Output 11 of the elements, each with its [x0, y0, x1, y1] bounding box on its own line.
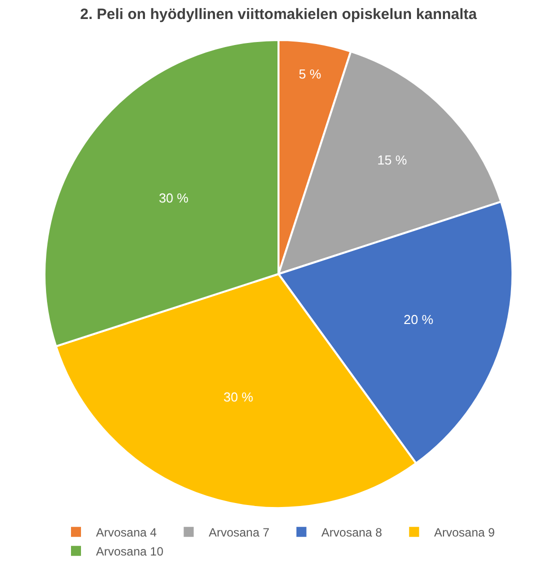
- data-label: 20 %: [404, 312, 434, 328]
- legend-label: Arvosana 8: [321, 526, 382, 540]
- data-label: 30 %: [158, 190, 189, 206]
- data-label: 15 %: [377, 152, 408, 168]
- legend-label: Arvosana 7: [208, 526, 270, 540]
- legend-label: Arvosana 4: [96, 526, 158, 540]
- legend-label: Arvosana 10: [96, 544, 164, 559]
- data-label: 5 %: [298, 66, 322, 82]
- data-label: 30 %: [223, 390, 254, 405]
- chart-title: 2. Peli on hyödyllinen viittomakielen opiskelun kannalta: [80, 6, 478, 24]
- legend-label: Arvosana 9: [434, 526, 496, 540]
